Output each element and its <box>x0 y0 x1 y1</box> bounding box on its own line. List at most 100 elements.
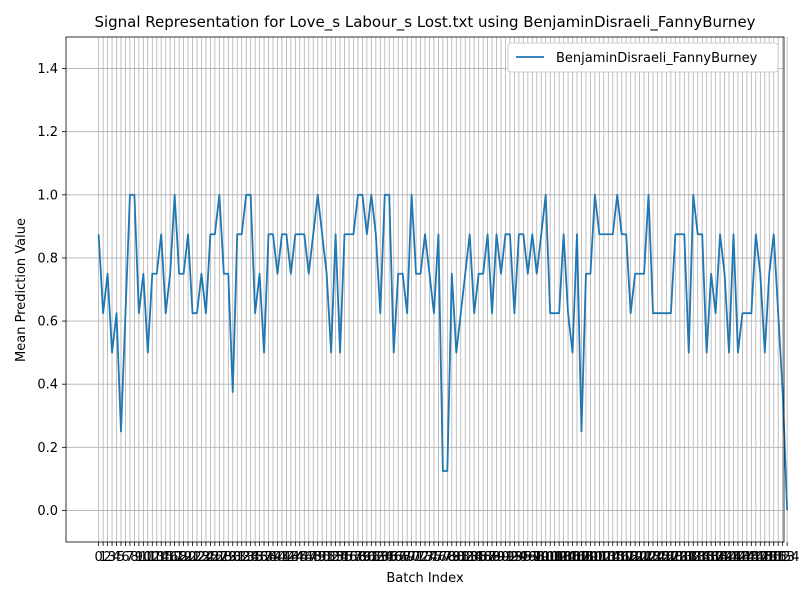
x-tick-label: 68 <box>394 550 411 565</box>
x-tick-label: 139 <box>708 550 733 565</box>
chart-title: Signal Representation for Love_s Labour_… <box>94 13 755 32</box>
legend-entry-label: BenjaminDisraeli_FannyBurney <box>556 51 758 66</box>
x-tick-label: 21 <box>184 550 201 565</box>
x-tick-label: 92 <box>502 550 519 565</box>
x-tick-label: 19 <box>175 550 192 565</box>
x-tick-label: 93 <box>506 550 523 565</box>
x-tick-label: 94 <box>511 550 528 565</box>
x-tick-label: 154 <box>775 550 800 565</box>
x-tick-label: 143 <box>726 550 751 565</box>
x-tick-label: 129 <box>663 550 688 565</box>
x-tick-label: 8 <box>130 550 138 565</box>
x-tick-label: 23 <box>193 550 210 565</box>
x-tick-label: 127 <box>654 550 679 565</box>
x-tick-label: 137 <box>699 550 724 565</box>
x-tick-label: 80 <box>448 550 465 565</box>
x-tick-label: 1 <box>99 550 107 565</box>
x-tick-label: 41 <box>274 550 291 565</box>
x-tick-label: 138 <box>703 550 728 565</box>
x-tick-label: 3 <box>108 550 116 565</box>
x-tick-label: 39 <box>265 550 282 565</box>
x-tick-label: 60 <box>359 550 376 565</box>
x-tick-label: 72 <box>412 550 429 565</box>
x-tick-label: 28 <box>216 550 233 565</box>
x-tick-label: 25 <box>202 550 219 565</box>
x-tick-label: 86 <box>475 550 492 565</box>
x-tick-label: 29 <box>220 550 237 565</box>
legend: BenjaminDisraeli_FannyBurney <box>507 42 779 73</box>
x-tick-label: 16 <box>162 550 179 565</box>
x-tick-label: 79 <box>444 550 461 565</box>
x-tick-label: 55 <box>336 550 353 565</box>
legend-box <box>507 42 779 73</box>
x-tick-label: 136 <box>694 550 719 565</box>
y-tick-label: 1.4 <box>37 62 58 77</box>
x-tick-label: 14 <box>153 550 170 565</box>
x-tick-label: 38 <box>260 550 277 565</box>
x-tick-label: 118 <box>614 550 639 565</box>
x-tick-label: 65 <box>381 550 398 565</box>
x-tick-label: 84 <box>466 550 483 565</box>
x-tick-label: 17 <box>166 550 183 565</box>
x-tick-label: 105 <box>556 550 581 565</box>
x-tick-label: 9 <box>135 550 143 565</box>
x-tick-label: 116 <box>605 550 630 565</box>
x-tick-label: 22 <box>189 550 206 565</box>
x-tick-label: 34 <box>242 550 259 565</box>
x-tick-label: 6 <box>121 550 129 565</box>
x-tick-label: 124 <box>641 550 666 565</box>
x-tick-label: 48 <box>305 550 322 565</box>
x-tick-label: 130 <box>667 550 692 565</box>
x-axis-ticks: 0123456789101112131415161718192021222324… <box>94 542 800 565</box>
x-tick-label: 42 <box>278 550 295 565</box>
x-tick-label: 82 <box>457 550 474 565</box>
x-tick-label: 75 <box>426 550 443 565</box>
x-tick-label: 91 <box>497 550 514 565</box>
x-tick-label: 150 <box>757 550 782 565</box>
x-tick-label: 125 <box>645 550 670 565</box>
x-tick-label: 20 <box>180 550 197 565</box>
x-tick-label: 58 <box>350 550 367 565</box>
y-tick-label: 0.0 <box>37 504 58 519</box>
x-tick-label: 66 <box>385 550 402 565</box>
x-tick-label: 89 <box>488 550 505 565</box>
x-tick-label: 71 <box>408 550 425 565</box>
x-tick-label: 147 <box>743 550 768 565</box>
x-tick-label: 100 <box>533 550 558 565</box>
x-tick-label: 142 <box>721 550 746 565</box>
x-tick-label: 50 <box>314 550 331 565</box>
x-tick-label: 52 <box>323 550 340 565</box>
x-tick-label: 15 <box>157 550 174 565</box>
x-tick-label: 119 <box>618 550 643 565</box>
x-tick-label: 13 <box>148 550 165 565</box>
x-tick-label: 106 <box>560 550 585 565</box>
x-tick-label: 121 <box>627 550 652 565</box>
x-tick-label: 31 <box>229 550 246 565</box>
x-tick-label: 2 <box>103 550 111 565</box>
x-tick-label: 46 <box>296 550 313 565</box>
y-tick-label: 1.0 <box>37 188 58 203</box>
y-tick-label: 0.4 <box>37 378 58 393</box>
x-tick-label: 83 <box>461 550 478 565</box>
x-tick-label: 117 <box>609 550 634 565</box>
x-tick-label: 148 <box>748 550 773 565</box>
x-tick-label: 152 <box>766 550 791 565</box>
x-tick-label: 135 <box>690 550 715 565</box>
x-tick-label: 27 <box>211 550 228 565</box>
series-layer <box>97 193 789 511</box>
x-tick-label: 123 <box>636 550 661 565</box>
x-tick-label: 44 <box>287 550 304 565</box>
x-tick-label: 113 <box>591 550 616 565</box>
x-tick-label: 64 <box>376 550 393 565</box>
x-tick-label: 77 <box>435 550 452 565</box>
x-tick-label: 12 <box>144 550 161 565</box>
series-line <box>97 193 789 511</box>
x-tick-label: 140 <box>712 550 737 565</box>
x-tick-label: 96 <box>520 550 537 565</box>
x-tick-label: 112 <box>587 550 612 565</box>
x-tick-label: 4 <box>112 550 120 565</box>
x-tick-label: 153 <box>770 550 795 565</box>
x-tick-label: 144 <box>730 550 755 565</box>
x-tick-label: 61 <box>363 550 380 565</box>
x-tick-label: 141 <box>717 550 742 565</box>
